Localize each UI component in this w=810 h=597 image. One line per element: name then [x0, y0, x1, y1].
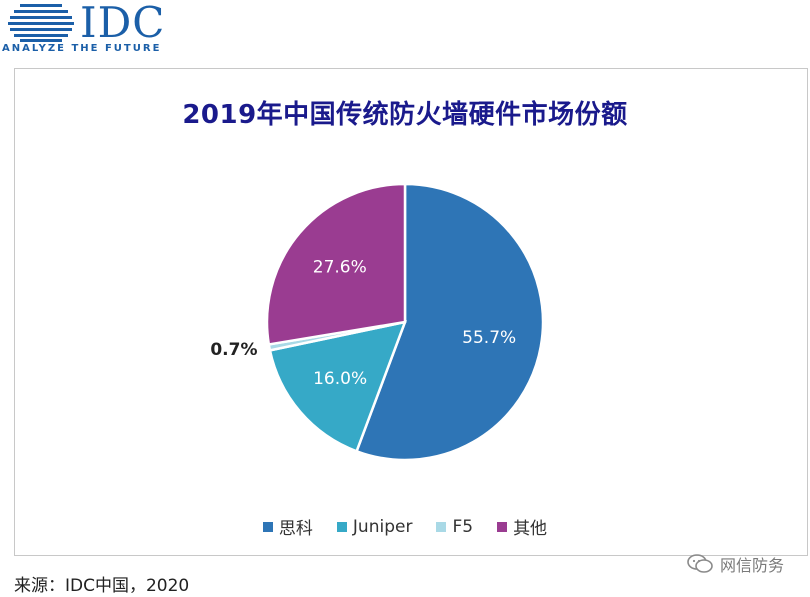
chart-legend: 思科 Juniper F5 其他 — [0, 514, 810, 539]
slice-cisco — [355, 182, 545, 462]
watermark-label: 网信防务 — [719, 556, 784, 575]
legend-item-cisco: 思科 — [262, 514, 313, 539]
legend-swatch — [497, 521, 508, 532]
label-cisco: 55.7% — [462, 328, 516, 348]
wechat-watermark: 网信防务 — [686, 552, 784, 576]
legend-item-f5: F5 — [436, 514, 473, 539]
legend-label: 其他 — [513, 519, 548, 539]
legend-item-juniper: Juniper — [336, 514, 413, 539]
legend-item-other: 其他 — [497, 514, 547, 539]
legend-swatch — [336, 521, 347, 532]
idc-logo: IDC ANALYZE THE FUTURE — [0, 0, 200, 60]
source-note: 来源：IDC中国，2020 — [14, 576, 190, 596]
legend-label: Juniper — [352, 516, 413, 537]
label-juniper: 16.0% — [313, 369, 367, 389]
label-f5: 0.7% — [210, 340, 257, 360]
brand-name: IDC — [80, 0, 166, 47]
slice-other — [265, 182, 407, 346]
idc-globe-icon — [8, 4, 74, 42]
slice-juniper — [268, 320, 407, 453]
legend-label: F5 — [452, 516, 474, 537]
legend-swatch — [436, 521, 447, 532]
label-other: 27.6% — [313, 258, 367, 278]
legend-swatch — [262, 521, 273, 532]
brand-tagline: ANALYZE THE FUTURE — [2, 43, 162, 54]
legend-label: 思科 — [278, 519, 313, 539]
chart-title: 2019年中国传统防火墙硬件市场份额 — [182, 100, 628, 130]
wechat-icon — [687, 554, 713, 573]
